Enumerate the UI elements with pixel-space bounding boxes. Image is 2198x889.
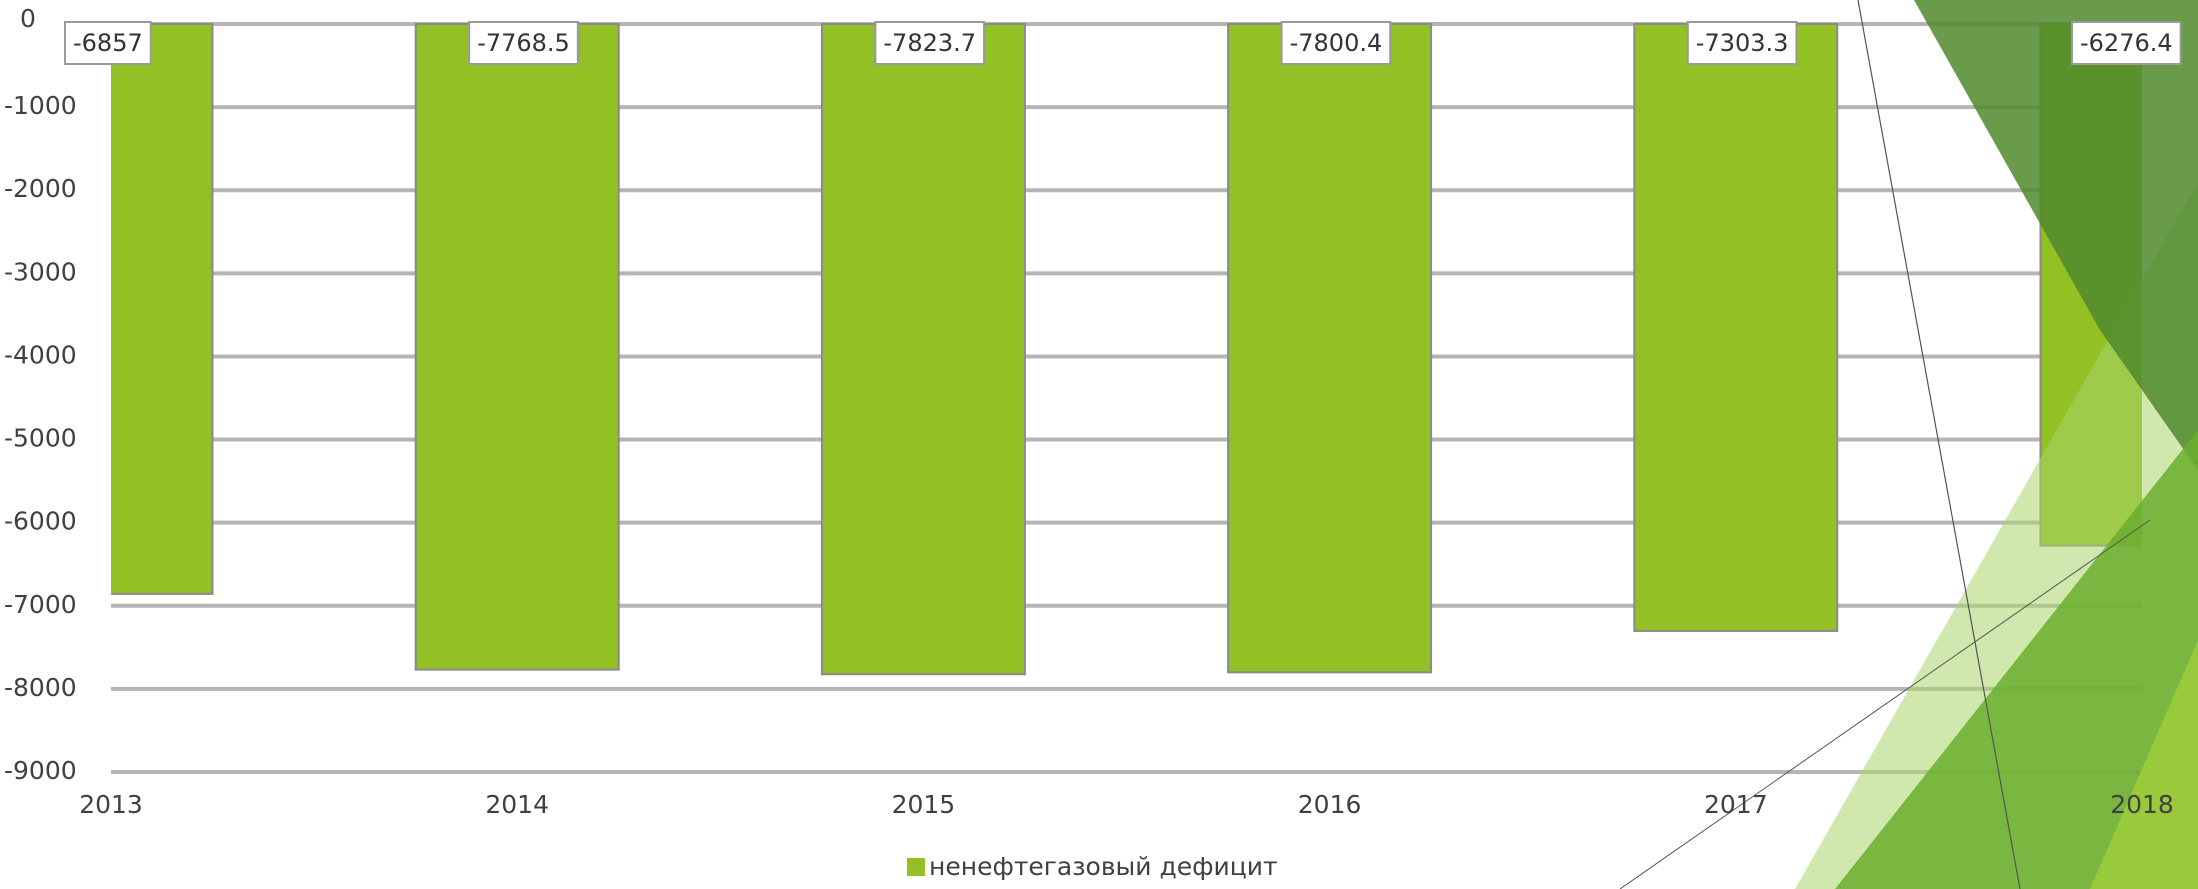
x-tick-label: 2017 bbox=[1704, 790, 1768, 819]
y-tick-label: 0 bbox=[20, 4, 36, 33]
data-label: -7768.5 bbox=[477, 29, 570, 57]
y-tick-label: -5000 bbox=[4, 424, 77, 453]
y-tick-label: -9000 bbox=[4, 756, 77, 785]
data-label-box bbox=[64, 21, 152, 65]
bar bbox=[1227, 23, 1433, 674]
y-tick-label: -2000 bbox=[4, 174, 77, 203]
y-tick-label: -7000 bbox=[4, 590, 77, 619]
data-label-box bbox=[468, 21, 579, 65]
data-label-box bbox=[1686, 21, 1798, 65]
x-tick-label: 2015 bbox=[892, 790, 956, 819]
x-tick-label: 2014 bbox=[485, 790, 549, 819]
y-tick-label: -6000 bbox=[4, 507, 77, 536]
data-label: -7823.7 bbox=[883, 29, 976, 57]
y-tick-label: -3000 bbox=[4, 257, 77, 286]
x-tick-label: 2018 bbox=[2110, 790, 2174, 819]
decoration bbox=[1619, 0, 2198, 889]
data-label: -6857 bbox=[73, 29, 143, 57]
bar bbox=[111, 23, 214, 595]
data-label-box bbox=[2071, 21, 2182, 65]
legend-label: ненефтегазовый дефицит bbox=[929, 852, 1278, 881]
bar bbox=[820, 23, 1026, 676]
y-tick-label: -4000 bbox=[4, 340, 77, 369]
legend-swatch bbox=[907, 858, 925, 876]
y-tick-label: -1000 bbox=[4, 91, 77, 120]
y-tick-label: -8000 bbox=[4, 673, 77, 702]
x-tick-label: 2013 bbox=[79, 790, 143, 819]
data-label: -6276.4 bbox=[2080, 29, 2173, 57]
bar bbox=[414, 23, 620, 671]
x-tick-label: 2016 bbox=[1298, 790, 1362, 819]
bar bbox=[1633, 23, 1839, 632]
data-label-box bbox=[1280, 21, 1392, 65]
data-label-box bbox=[874, 21, 986, 65]
data-label: -7800.4 bbox=[1290, 29, 1383, 57]
data-label: -7303.3 bbox=[1696, 29, 1789, 57]
